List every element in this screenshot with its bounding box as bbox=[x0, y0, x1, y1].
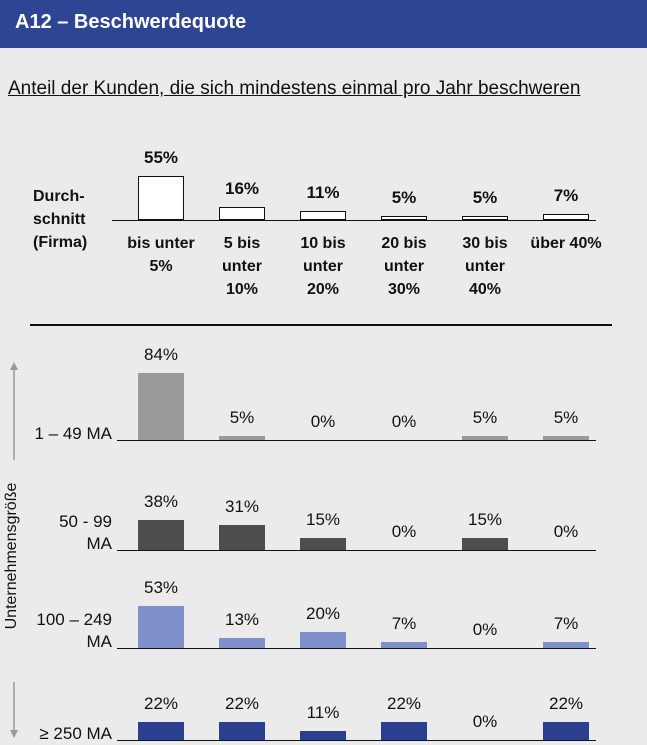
value-label: 11% bbox=[306, 183, 340, 203]
bar bbox=[300, 632, 346, 648]
value-label: 0% bbox=[472, 620, 498, 639]
value-label: 22% bbox=[143, 694, 179, 714]
row-label: 100 – 249 MA bbox=[36, 610, 112, 651]
bar bbox=[543, 722, 589, 740]
value-label: 5% bbox=[472, 188, 498, 207]
category-label: 30 bis unter 40% bbox=[462, 235, 508, 298]
value-label: 5% bbox=[229, 408, 255, 427]
value-label: 22% bbox=[548, 694, 584, 714]
axis-arrows bbox=[10, 362, 18, 738]
bar bbox=[462, 538, 508, 550]
title: A12 – Beschwerdequote bbox=[15, 11, 247, 33]
value-label: 22% bbox=[224, 694, 260, 714]
value-label: 5% bbox=[391, 188, 417, 207]
category-label: bis unter 5% bbox=[127, 235, 195, 275]
row-label: 50 - 99 MA bbox=[59, 512, 112, 553]
bar bbox=[300, 731, 346, 740]
bar bbox=[462, 436, 508, 440]
bar bbox=[138, 372, 184, 440]
value-label: 84% bbox=[143, 344, 179, 364]
bar bbox=[219, 207, 265, 220]
bar bbox=[543, 214, 589, 220]
bar bbox=[462, 216, 508, 220]
value-label: 11% bbox=[306, 703, 340, 723]
value-label: 5% bbox=[553, 408, 579, 427]
value-label: 0% bbox=[553, 522, 579, 541]
value-label: 7% bbox=[553, 186, 579, 206]
category-label: 20 bis unter 30% bbox=[381, 235, 427, 298]
separator bbox=[30, 324, 612, 326]
value-label: 5% bbox=[472, 408, 498, 427]
bar bbox=[219, 525, 265, 550]
subtitle: Anteil der Kunden, die sich mindestens e… bbox=[8, 78, 581, 99]
bar bbox=[300, 538, 346, 550]
row-label: 1 – 49 MA bbox=[34, 424, 113, 443]
bar bbox=[219, 637, 265, 648]
row-label: Durch-schnitt (Firma) bbox=[33, 188, 88, 251]
value-label: 53% bbox=[143, 577, 179, 597]
value-label: 20% bbox=[305, 604, 341, 623]
bar bbox=[543, 642, 589, 648]
baseline bbox=[117, 550, 596, 551]
value-label: 0% bbox=[472, 712, 498, 731]
bar bbox=[543, 436, 589, 440]
category-label: 5 bis unter 10% bbox=[222, 235, 262, 298]
value-label: 16% bbox=[224, 179, 260, 199]
value-label: 15% bbox=[467, 510, 503, 529]
value-label: 22% bbox=[386, 694, 422, 714]
bar bbox=[381, 216, 427, 220]
bar bbox=[138, 605, 184, 648]
bar bbox=[381, 722, 427, 740]
bar bbox=[381, 642, 427, 648]
value-label: 55% bbox=[143, 148, 179, 167]
baseline bbox=[112, 220, 596, 221]
value-label: 38% bbox=[143, 491, 179, 511]
baseline bbox=[117, 740, 596, 741]
value-label: 0% bbox=[391, 522, 417, 541]
header-band bbox=[0, 0, 647, 48]
bar bbox=[219, 722, 265, 740]
row-label: ≥ 250 MA bbox=[39, 724, 112, 743]
bar bbox=[138, 519, 184, 550]
bar bbox=[300, 211, 346, 220]
value-label: 31% bbox=[224, 497, 260, 517]
baseline bbox=[117, 440, 596, 441]
bar bbox=[219, 436, 265, 440]
value-label: 7% bbox=[553, 614, 579, 634]
category-label: über 40% bbox=[530, 235, 602, 252]
value-label: 0% bbox=[310, 412, 336, 431]
category-label: 10 bis unter 20% bbox=[300, 235, 346, 298]
bar bbox=[138, 176, 184, 220]
value-label: 0% bbox=[391, 412, 417, 431]
value-label: 15% bbox=[305, 510, 341, 529]
baseline bbox=[117, 648, 596, 649]
value-label: 13% bbox=[224, 609, 260, 629]
bar bbox=[138, 722, 184, 740]
value-label: 7% bbox=[391, 614, 417, 634]
